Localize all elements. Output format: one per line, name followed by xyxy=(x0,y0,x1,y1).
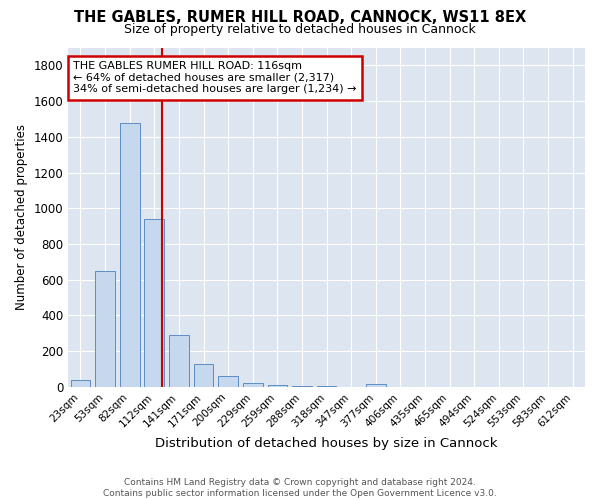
Text: Contains HM Land Registry data © Crown copyright and database right 2024.
Contai: Contains HM Land Registry data © Crown c… xyxy=(103,478,497,498)
Bar xyxy=(366,384,386,387)
Bar xyxy=(218,376,238,387)
Bar xyxy=(292,386,312,387)
Text: Size of property relative to detached houses in Cannock: Size of property relative to detached ho… xyxy=(124,22,476,36)
Bar xyxy=(243,383,263,387)
Bar xyxy=(71,380,91,387)
Bar xyxy=(194,364,214,387)
Bar xyxy=(317,386,337,387)
Bar xyxy=(169,335,189,387)
Bar xyxy=(120,122,140,387)
Bar xyxy=(145,219,164,387)
Bar xyxy=(268,385,287,387)
Y-axis label: Number of detached properties: Number of detached properties xyxy=(15,124,28,310)
Bar xyxy=(95,271,115,387)
X-axis label: Distribution of detached houses by size in Cannock: Distribution of detached houses by size … xyxy=(155,437,498,450)
Text: THE GABLES, RUMER HILL ROAD, CANNOCK, WS11 8EX: THE GABLES, RUMER HILL ROAD, CANNOCK, WS… xyxy=(74,10,526,25)
Text: THE GABLES RUMER HILL ROAD: 116sqm
← 64% of detached houses are smaller (2,317)
: THE GABLES RUMER HILL ROAD: 116sqm ← 64%… xyxy=(73,61,357,94)
